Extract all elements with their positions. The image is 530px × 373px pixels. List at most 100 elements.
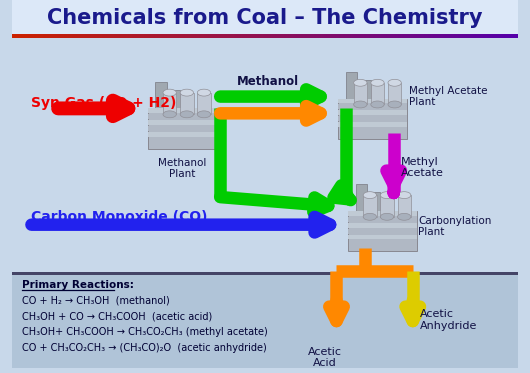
Bar <box>365 34 366 38</box>
Bar <box>62 34 63 38</box>
Bar <box>80 34 81 38</box>
Bar <box>85 34 86 38</box>
Bar <box>361 34 362 38</box>
Bar <box>14 34 15 38</box>
Bar <box>23 34 24 38</box>
Bar <box>281 34 282 38</box>
Bar <box>214 34 215 38</box>
Bar <box>363 195 376 217</box>
Bar <box>319 34 320 38</box>
Bar <box>98 34 99 38</box>
Bar <box>250 34 251 38</box>
Bar <box>219 34 220 38</box>
Bar <box>463 34 464 38</box>
Bar <box>251 34 252 38</box>
Bar <box>328 34 329 38</box>
Bar <box>302 34 303 38</box>
Bar <box>45 34 46 38</box>
Bar <box>411 34 412 38</box>
Bar <box>41 34 42 38</box>
Bar <box>404 34 405 38</box>
Bar <box>338 104 407 109</box>
Bar <box>243 34 244 38</box>
Bar <box>382 34 383 38</box>
Bar <box>511 34 512 38</box>
Bar <box>355 34 356 38</box>
Bar <box>486 34 487 38</box>
Bar <box>130 34 131 38</box>
Bar <box>148 126 216 131</box>
Bar <box>388 83 401 104</box>
Bar <box>346 72 357 101</box>
Bar <box>39 34 40 38</box>
Bar <box>452 34 453 38</box>
Bar <box>493 34 494 38</box>
Bar <box>148 120 216 125</box>
Bar <box>359 34 360 38</box>
Bar <box>354 34 355 38</box>
Bar <box>155 34 156 38</box>
Bar <box>162 34 163 38</box>
Bar <box>323 34 324 38</box>
Bar <box>69 34 70 38</box>
Bar <box>393 34 394 38</box>
Bar <box>72 34 73 38</box>
Bar <box>311 34 312 38</box>
Bar <box>373 34 374 38</box>
Bar <box>291 34 292 38</box>
Text: Carbon Monoxide (CO): Carbon Monoxide (CO) <box>31 210 208 224</box>
Bar <box>292 34 293 38</box>
Bar <box>334 34 335 38</box>
Bar <box>156 34 157 38</box>
Bar <box>240 34 241 38</box>
Bar <box>170 34 171 38</box>
Bar <box>30 34 31 38</box>
Bar <box>81 34 82 38</box>
Bar <box>357 34 358 38</box>
Bar <box>16 34 17 38</box>
Bar <box>227 34 228 38</box>
Bar <box>385 34 386 38</box>
Bar <box>37 34 38 38</box>
Bar <box>443 34 444 38</box>
Text: Acetic
Acid: Acetic Acid <box>308 347 342 369</box>
Bar <box>482 34 483 38</box>
Ellipse shape <box>398 192 411 198</box>
Bar <box>99 34 100 38</box>
Bar <box>476 34 478 38</box>
Bar <box>255 34 257 38</box>
Bar <box>168 34 169 38</box>
Bar <box>244 34 245 38</box>
Text: CH₃OH + CO → CH₃COOH  (acetic acid): CH₃OH + CO → CH₃COOH (acetic acid) <box>22 311 212 322</box>
Bar <box>65 34 66 38</box>
Bar <box>352 34 354 38</box>
Bar <box>121 34 122 38</box>
Bar <box>466 34 467 38</box>
Bar <box>384 34 385 38</box>
Bar <box>12 0 518 35</box>
Bar <box>460 34 461 38</box>
Bar <box>171 34 172 38</box>
Bar <box>201 34 202 38</box>
Ellipse shape <box>381 213 394 220</box>
Bar <box>97 34 98 38</box>
Bar <box>450 34 451 38</box>
Bar <box>187 34 188 38</box>
Bar <box>211 34 213 38</box>
Bar <box>417 34 418 38</box>
Bar <box>28 34 29 38</box>
Text: Syn Gas (CO + H2): Syn Gas (CO + H2) <box>31 97 177 110</box>
Bar <box>216 34 217 38</box>
Bar <box>514 34 515 38</box>
Bar <box>241 34 242 38</box>
Bar <box>46 34 47 38</box>
Bar <box>395 34 396 38</box>
Bar <box>469 34 470 38</box>
Bar <box>272 34 273 38</box>
Bar <box>107 34 108 38</box>
Ellipse shape <box>388 101 401 108</box>
Bar <box>438 34 439 38</box>
Ellipse shape <box>180 89 193 96</box>
Bar <box>220 34 221 38</box>
Bar <box>332 34 333 38</box>
